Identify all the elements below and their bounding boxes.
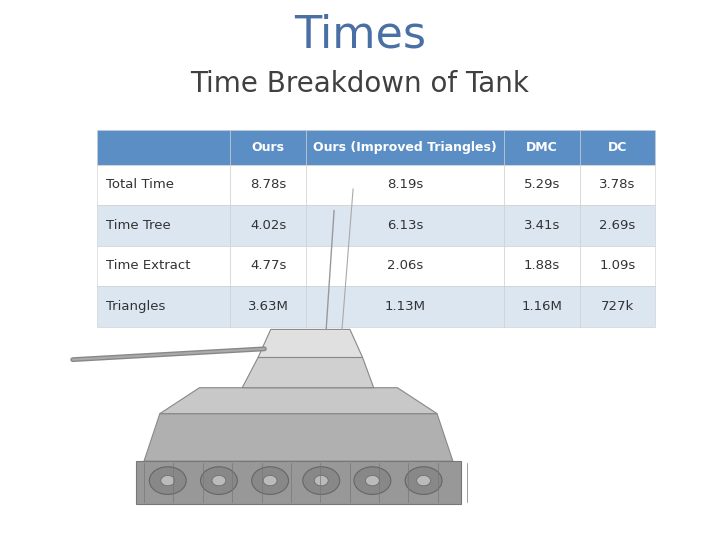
Bar xyxy=(97,205,230,246)
Circle shape xyxy=(149,467,186,495)
Text: 4.77s: 4.77s xyxy=(250,259,287,273)
Circle shape xyxy=(303,467,340,495)
Text: Ours: Ours xyxy=(252,140,284,154)
Bar xyxy=(504,246,580,286)
Text: 8.19s: 8.19s xyxy=(387,178,423,192)
Text: Time Extract: Time Extract xyxy=(106,259,190,273)
Bar xyxy=(306,165,504,205)
Polygon shape xyxy=(144,414,453,461)
Polygon shape xyxy=(258,329,363,357)
Text: 2.06s: 2.06s xyxy=(387,259,423,273)
Bar xyxy=(306,246,504,286)
Bar xyxy=(97,165,230,205)
Bar xyxy=(230,130,306,165)
Bar xyxy=(97,130,230,165)
Bar xyxy=(230,246,306,286)
Polygon shape xyxy=(136,461,461,504)
Circle shape xyxy=(315,475,328,486)
Bar xyxy=(306,286,504,327)
Bar xyxy=(580,246,655,286)
Text: Ours (Improved Triangles): Ours (Improved Triangles) xyxy=(313,140,497,154)
Bar xyxy=(504,205,580,246)
Circle shape xyxy=(252,467,289,495)
Bar xyxy=(580,130,655,165)
Circle shape xyxy=(417,475,431,486)
Polygon shape xyxy=(242,357,374,388)
Circle shape xyxy=(366,475,379,486)
Text: DMC: DMC xyxy=(526,140,558,154)
Bar xyxy=(306,130,504,165)
Bar xyxy=(504,286,580,327)
Bar xyxy=(230,286,306,327)
Text: 1.88s: 1.88s xyxy=(523,259,560,273)
Text: 3.63M: 3.63M xyxy=(248,300,289,313)
Bar xyxy=(97,246,230,286)
Text: Total Time: Total Time xyxy=(106,178,174,192)
Circle shape xyxy=(405,467,442,495)
Bar xyxy=(504,165,580,205)
Bar xyxy=(580,205,655,246)
Text: Times: Times xyxy=(294,14,426,57)
Text: 3.78s: 3.78s xyxy=(599,178,636,192)
Text: 1.16M: 1.16M xyxy=(521,300,562,313)
Text: 2.69s: 2.69s xyxy=(599,219,636,232)
Text: 1.13M: 1.13M xyxy=(384,300,426,313)
Bar xyxy=(504,130,580,165)
Bar xyxy=(97,286,230,327)
Text: 1.09s: 1.09s xyxy=(599,259,636,273)
Bar xyxy=(230,165,306,205)
Circle shape xyxy=(212,475,226,486)
Text: 4.02s: 4.02s xyxy=(250,219,287,232)
Text: Time Tree: Time Tree xyxy=(106,219,171,232)
Text: Time Breakdown of Tank: Time Breakdown of Tank xyxy=(191,70,529,98)
Circle shape xyxy=(200,467,238,495)
Circle shape xyxy=(264,475,277,486)
Text: 8.78s: 8.78s xyxy=(250,178,287,192)
Bar xyxy=(580,165,655,205)
Text: 5.29s: 5.29s xyxy=(523,178,560,192)
Text: 3.41s: 3.41s xyxy=(523,219,560,232)
Bar xyxy=(306,205,504,246)
Text: Triangles: Triangles xyxy=(106,300,165,313)
Bar xyxy=(230,205,306,246)
Text: 727k: 727k xyxy=(600,300,634,313)
Bar xyxy=(580,286,655,327)
Text: DC: DC xyxy=(608,140,627,154)
Polygon shape xyxy=(160,388,437,414)
Circle shape xyxy=(354,467,391,495)
Circle shape xyxy=(161,475,175,486)
Text: 6.13s: 6.13s xyxy=(387,219,423,232)
